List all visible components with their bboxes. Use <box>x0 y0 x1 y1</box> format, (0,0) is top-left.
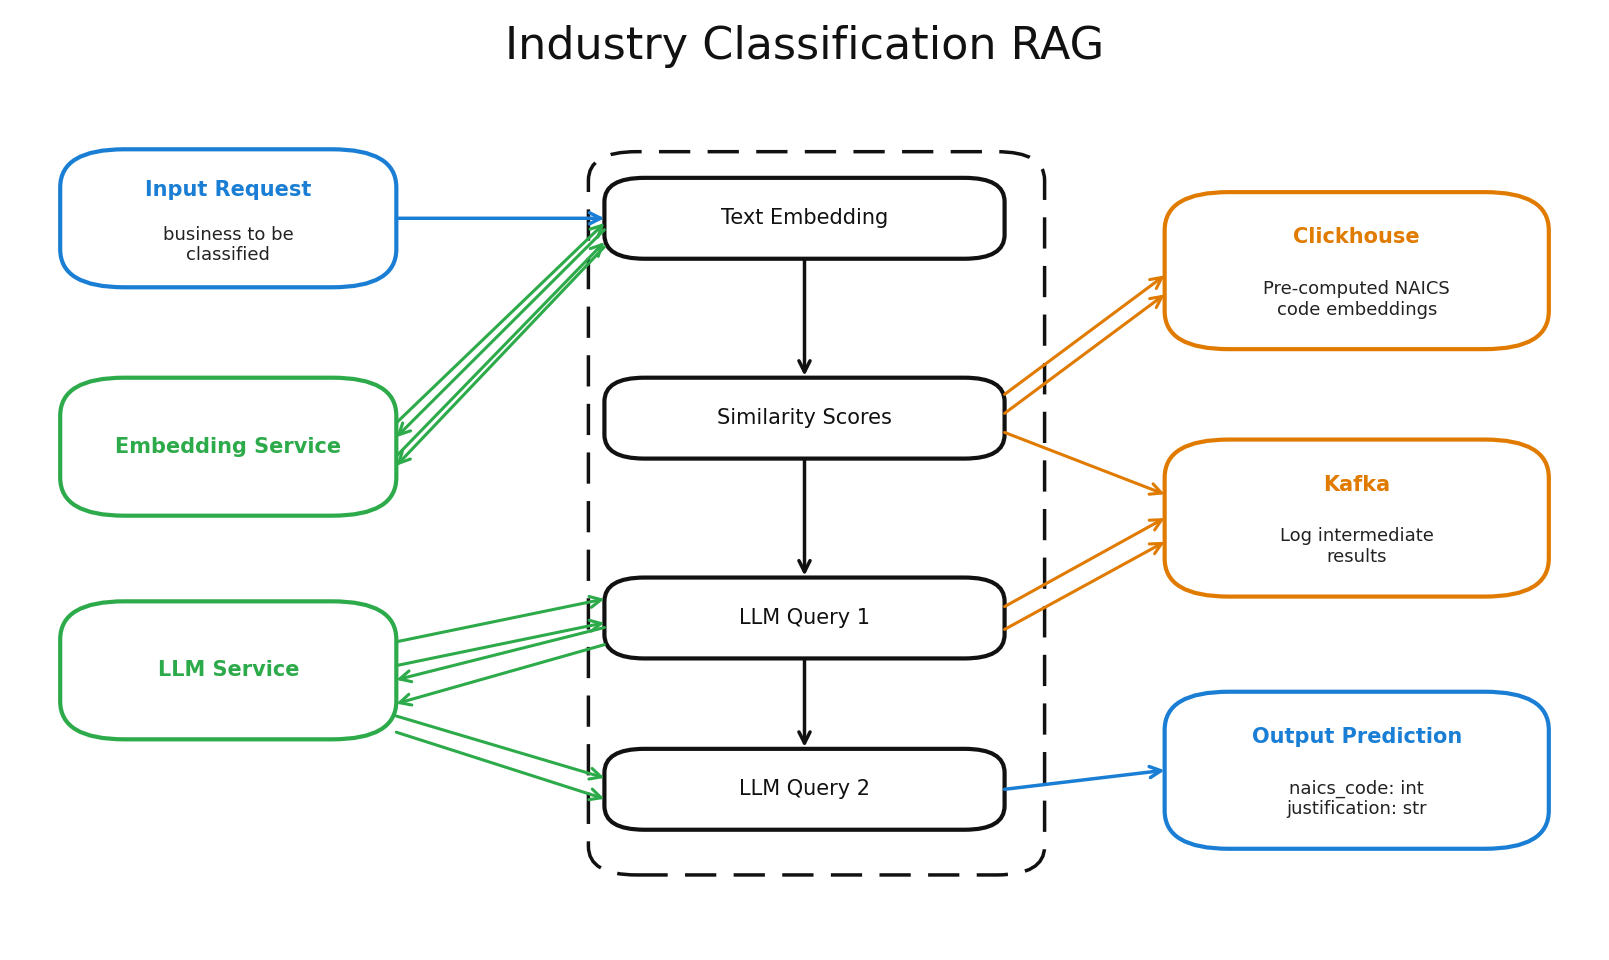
Text: LLM Query 1: LLM Query 1 <box>739 608 870 628</box>
Text: Log intermediate
results: Log intermediate results <box>1279 527 1434 566</box>
Text: Kafka: Kafka <box>1323 475 1390 494</box>
FancyBboxPatch shape <box>1165 692 1549 849</box>
Text: Input Request: Input Request <box>145 180 312 200</box>
FancyBboxPatch shape <box>60 601 396 739</box>
Text: Industry Classification RAG: Industry Classification RAG <box>505 26 1104 68</box>
FancyBboxPatch shape <box>605 749 1004 829</box>
FancyBboxPatch shape <box>60 377 396 516</box>
Text: Text Embedding: Text Embedding <box>721 208 888 228</box>
Text: Output Prediction: Output Prediction <box>1252 727 1463 747</box>
Text: Embedding Service: Embedding Service <box>116 437 341 457</box>
Text: Pre-computed NAICS
code embeddings: Pre-computed NAICS code embeddings <box>1263 279 1450 319</box>
Text: naics_code: int
justification: str: naics_code: int justification: str <box>1287 780 1427 818</box>
Text: LLM Query 2: LLM Query 2 <box>739 780 870 800</box>
FancyBboxPatch shape <box>605 578 1004 659</box>
FancyBboxPatch shape <box>605 377 1004 459</box>
Text: LLM Service: LLM Service <box>158 660 299 681</box>
FancyBboxPatch shape <box>60 150 396 287</box>
FancyBboxPatch shape <box>1165 440 1549 596</box>
Text: Similarity Scores: Similarity Scores <box>718 408 891 428</box>
FancyBboxPatch shape <box>1165 192 1549 349</box>
Text: Clickhouse: Clickhouse <box>1294 228 1421 248</box>
Text: business to be
classified: business to be classified <box>163 226 293 264</box>
FancyBboxPatch shape <box>605 178 1004 259</box>
